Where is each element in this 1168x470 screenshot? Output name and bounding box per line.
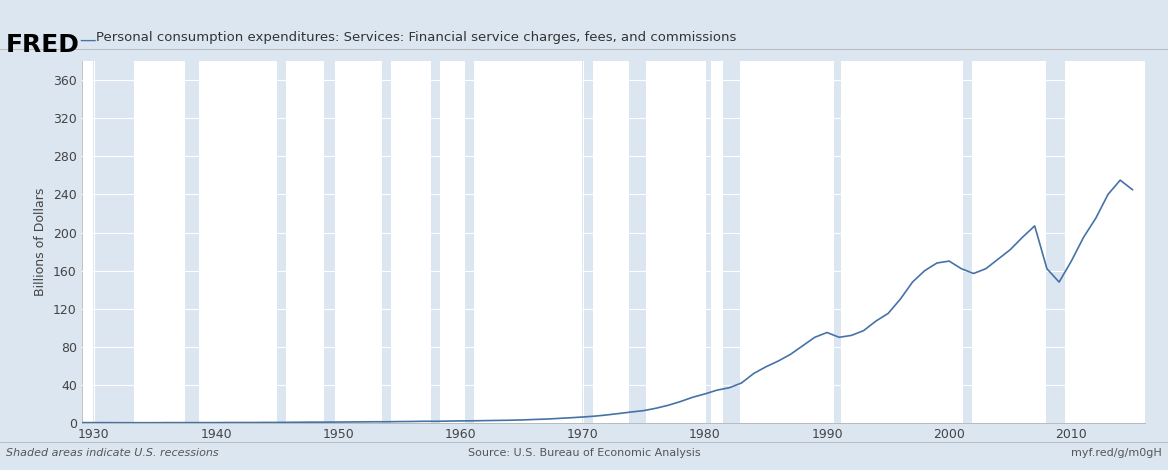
Text: FRED: FRED	[6, 33, 79, 57]
Bar	[382, 61, 391, 423]
Text: —: —	[79, 31, 96, 48]
Bar	[582, 61, 593, 423]
Bar	[465, 61, 474, 423]
Y-axis label: Billions of Dollars: Billions of Dollars	[35, 188, 48, 296]
Bar	[630, 61, 646, 423]
Bar	[1045, 61, 1065, 423]
Bar	[723, 61, 741, 423]
Text: Source: U.S. Bureau of Economic Analysis: Source: U.S. Bureau of Economic Analysis	[467, 448, 701, 458]
Bar	[93, 61, 133, 423]
Bar	[964, 61, 972, 423]
Text: myf.red/g/m0gH: myf.red/g/m0gH	[1071, 448, 1162, 458]
Bar	[431, 61, 440, 423]
Bar	[185, 61, 199, 423]
Bar	[834, 61, 841, 423]
Bar	[324, 61, 335, 423]
Text: Shaded areas indicate U.S. recessions: Shaded areas indicate U.S. recessions	[6, 448, 218, 458]
Text: Personal consumption expenditures: Services: Financial service charges, fees, an: Personal consumption expenditures: Servi…	[96, 31, 736, 44]
Bar	[277, 61, 286, 423]
Bar	[704, 61, 711, 423]
